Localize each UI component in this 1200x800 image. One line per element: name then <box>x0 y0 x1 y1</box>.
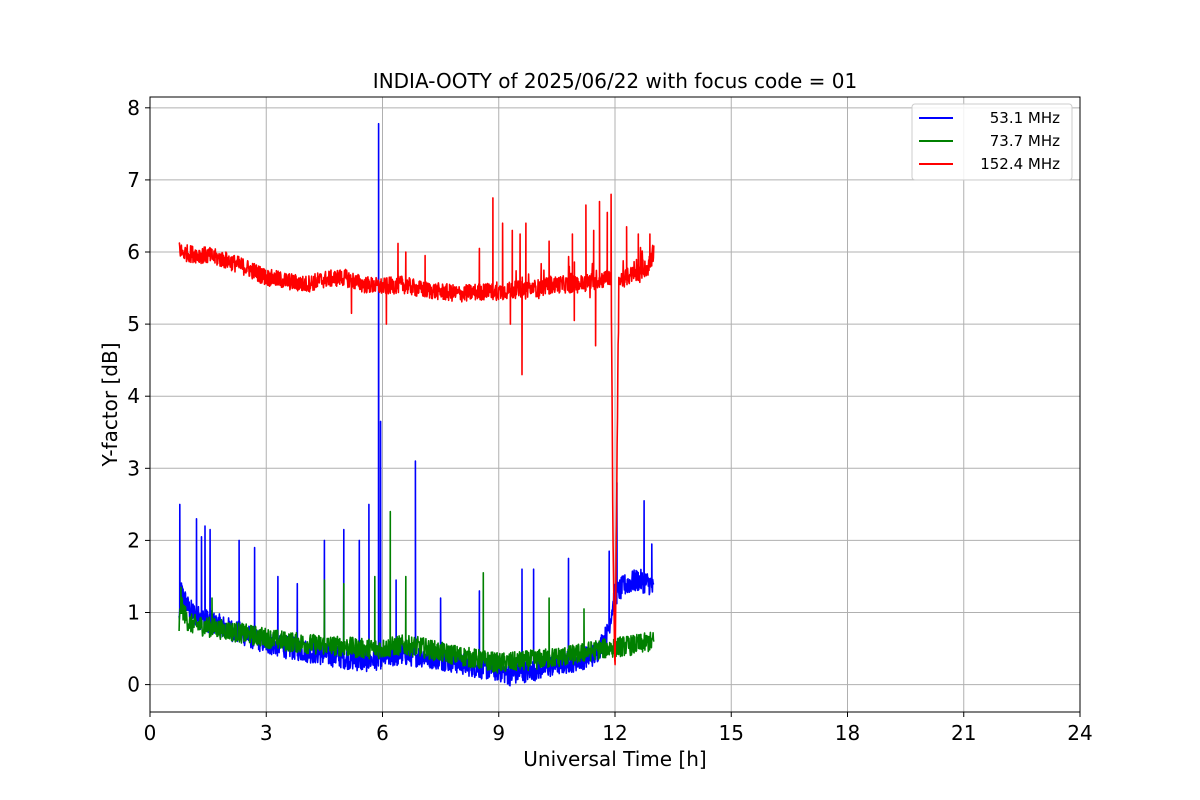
plot-area <box>178 122 655 687</box>
legend-label: 73.7 MHz <box>990 132 1060 150</box>
legend-box <box>911 103 1073 181</box>
y-tick-label: 4 <box>127 384 140 408</box>
x-tick-label: 15 <box>719 721 744 745</box>
y-tick-label: 2 <box>127 528 140 552</box>
y-tick-label: 8 <box>127 96 140 120</box>
x-tick-label: 3 <box>260 721 273 745</box>
series-line-73-7-mhz <box>178 510 655 674</box>
x-tick-label: 24 <box>1067 721 1092 745</box>
y-tick-label: 7 <box>127 168 140 192</box>
x-tick-label: 18 <box>835 721 860 745</box>
x-tick-label: 6 <box>376 721 389 745</box>
series-line-152-4-mhz <box>178 193 655 666</box>
legend-label: 53.1 MHz <box>990 109 1060 127</box>
y-axis-label: Y-factor [dB] <box>98 342 122 467</box>
x-tick-label: 0 <box>144 721 157 745</box>
y-tick-label: 1 <box>127 601 140 625</box>
x-tick-label: 12 <box>602 721 627 745</box>
x-tick-label: 9 <box>492 721 505 745</box>
x-tick-label: 21 <box>951 721 976 745</box>
x-axis-label: Universal Time [h] <box>523 747 706 771</box>
y-tick-label: 0 <box>127 673 140 697</box>
chart-title: INDIA-OOTY of 2025/06/22 with focus code… <box>373 69 857 93</box>
y-tick-label: 5 <box>127 312 140 336</box>
y-tick-label: 3 <box>127 456 140 480</box>
legend-label: 152.4 MHz <box>980 155 1060 173</box>
series-layer <box>178 122 655 687</box>
legend: 53.1 MHz 73.7 MHz 152.4 MHz <box>911 103 1073 181</box>
y-tick-label: 6 <box>127 240 140 264</box>
